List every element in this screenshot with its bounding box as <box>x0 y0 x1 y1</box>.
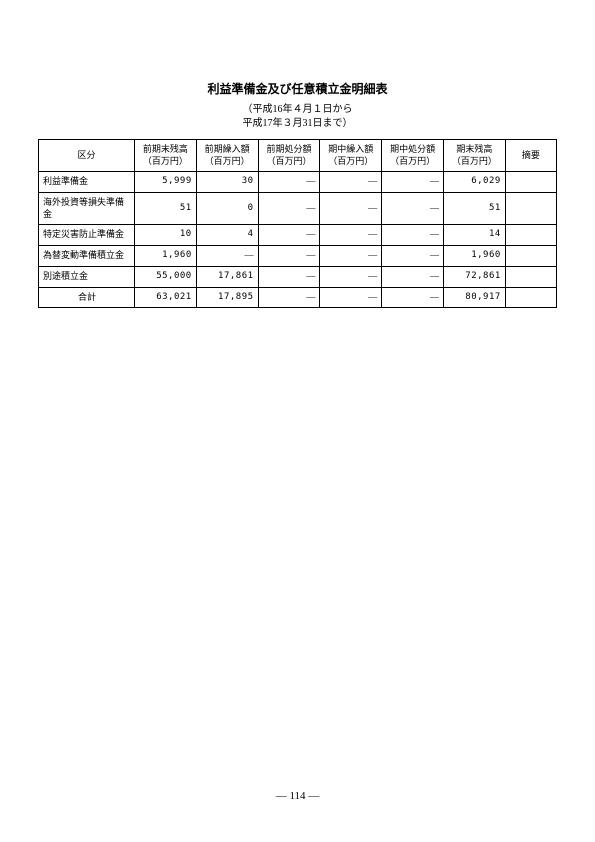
col-end-balance: 期末残高 （百万円） <box>443 140 505 172</box>
cell-prev-disposal: ― <box>258 266 320 287</box>
table-row-total: 合計63,02117,895―――80,917 <box>39 287 557 308</box>
cell-period-transfer-in: ― <box>320 266 382 287</box>
table-row: 別途積立金55,00017,861―――72,861 <box>39 266 557 287</box>
cell-period-disposal: ― <box>382 287 444 308</box>
cell-prev-disposal: ― <box>258 172 320 193</box>
cell-end-balance: 72,861 <box>443 266 505 287</box>
cell-period-transfer-in: ― <box>320 287 382 308</box>
cell-category: 利益準備金 <box>39 172 135 193</box>
page-title: 利益準備金及び任意積立金明細表 <box>38 80 557 97</box>
table-header-row: 区分 前期末残高 （百万円） 前期繰入額 （百万円） 前期処分額 （百万円） 期… <box>39 140 557 172</box>
cell-prev-transfer-in: 17,895 <box>196 287 258 308</box>
cell-prev-balance: 10 <box>134 225 196 246</box>
cell-period-transfer-in: ― <box>320 172 382 193</box>
cell-end-balance: 6,029 <box>443 172 505 193</box>
cell-prev-balance: 55,000 <box>134 266 196 287</box>
cell-end-balance: 51 <box>443 193 505 225</box>
page-number: ― 114 ― <box>0 790 595 802</box>
cell-period-disposal: ― <box>382 193 444 225</box>
cell-prev-balance: 1,960 <box>134 246 196 267</box>
cell-category: 合計 <box>39 287 135 308</box>
col-prev-disposal: 前期処分額 （百万円） <box>258 140 320 172</box>
cell-prev-transfer-in: 30 <box>196 172 258 193</box>
cell-period-disposal: ― <box>382 266 444 287</box>
cell-prev-transfer-in: 0 <box>196 193 258 225</box>
cell-period-transfer-in: ― <box>320 193 382 225</box>
cell-remark <box>505 225 556 246</box>
cell-category: 海外投資等損失準備金 <box>39 193 135 225</box>
col-category: 区分 <box>39 140 135 172</box>
cell-prev-balance: 63,021 <box>134 287 196 308</box>
col-period-disposal: 期中処分額 （百万円） <box>382 140 444 172</box>
page-subtitle: （平成16年４月１日から 平成17年３月31日まで） <box>38 103 557 131</box>
cell-period-disposal: ― <box>382 172 444 193</box>
cell-prev-balance: 51 <box>134 193 196 225</box>
cell-prev-balance: 5,999 <box>134 172 196 193</box>
col-remark: 摘要 <box>505 140 556 172</box>
cell-category: 別途積立金 <box>39 266 135 287</box>
subtitle-line1: （平成16年４月１日から <box>243 104 353 115</box>
cell-remark <box>505 172 556 193</box>
cell-prev-transfer-in: 4 <box>196 225 258 246</box>
reserve-detail-table: 区分 前期末残高 （百万円） 前期繰入額 （百万円） 前期処分額 （百万円） 期… <box>38 139 557 308</box>
cell-remark <box>505 193 556 225</box>
table-row: 海外投資等損失準備金510―――51 <box>39 193 557 225</box>
cell-end-balance: 80,917 <box>443 287 505 308</box>
cell-end-balance: 14 <box>443 225 505 246</box>
cell-prev-transfer-in: ― <box>196 246 258 267</box>
table-row: 為替変動準備積立金1,960――――1,960 <box>39 246 557 267</box>
cell-remark <box>505 287 556 308</box>
cell-end-balance: 1,960 <box>443 246 505 267</box>
cell-period-transfer-in: ― <box>320 246 382 267</box>
table-row: 特定災害防止準備金104―――14 <box>39 225 557 246</box>
cell-prev-disposal: ― <box>258 246 320 267</box>
cell-prev-disposal: ― <box>258 287 320 308</box>
cell-period-disposal: ― <box>382 246 444 267</box>
cell-category: 特定災害防止準備金 <box>39 225 135 246</box>
cell-prev-transfer-in: 17,861 <box>196 266 258 287</box>
col-prev-transfer-in: 前期繰入額 （百万円） <box>196 140 258 172</box>
cell-prev-disposal: ― <box>258 193 320 225</box>
table-row: 利益準備金5,99930―――6,029 <box>39 172 557 193</box>
cell-remark <box>505 266 556 287</box>
cell-category: 為替変動準備積立金 <box>39 246 135 267</box>
cell-remark <box>505 246 556 267</box>
col-period-transfer-in: 期中繰入額 （百万円） <box>320 140 382 172</box>
cell-period-disposal: ― <box>382 225 444 246</box>
cell-period-transfer-in: ― <box>320 225 382 246</box>
cell-prev-disposal: ― <box>258 225 320 246</box>
col-prev-balance: 前期末残高 （百万円） <box>134 140 196 172</box>
subtitle-line2: 平成17年３月31日まで） <box>243 118 353 129</box>
